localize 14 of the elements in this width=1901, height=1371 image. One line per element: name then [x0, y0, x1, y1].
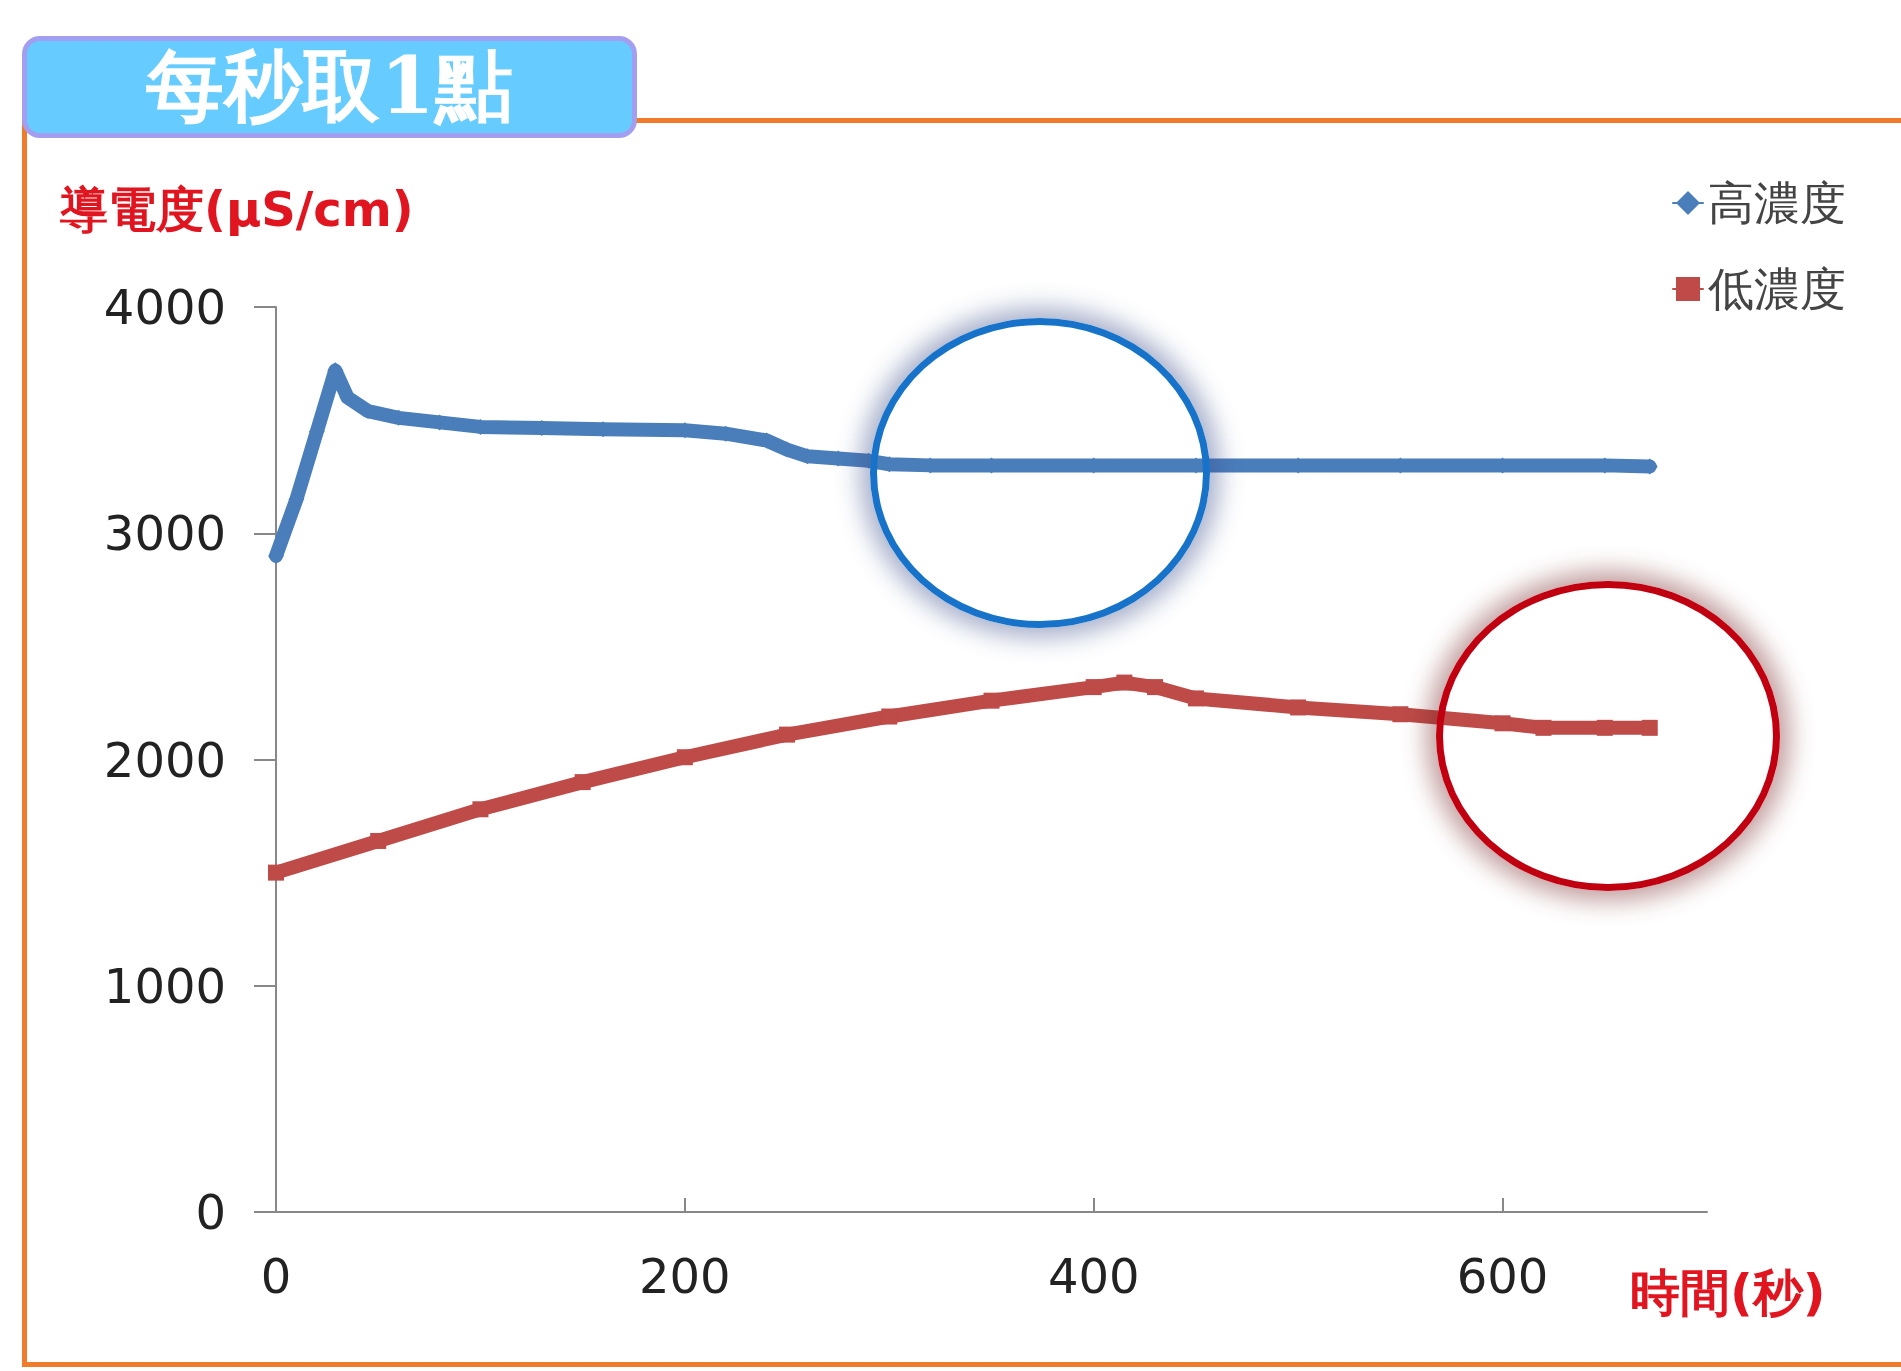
- y-tick-label: 1000: [103, 957, 226, 1014]
- chart-title: 每秒取1點: [22, 36, 637, 138]
- legend-label: 高濃度: [1708, 176, 1846, 230]
- x-tick-label: 400: [1047, 1248, 1140, 1304]
- y-tick-label: 0: [195, 1184, 226, 1240]
- y-axis-title: 導電度(μS/cm): [60, 180, 414, 239]
- y-tick-label: 2000: [103, 731, 226, 788]
- x-tick-label: 600: [1456, 1248, 1549, 1304]
- y-tick-label: 3000: [103, 505, 226, 562]
- y-tick-label: 4000: [103, 279, 226, 335]
- x-axis-title: 時間(秒): [1630, 1263, 1826, 1324]
- legend-label: 低濃度: [1708, 262, 1846, 316]
- x-tick-label: 200: [639, 1248, 731, 1304]
- x-tick-label: 0: [260, 1248, 292, 1304]
